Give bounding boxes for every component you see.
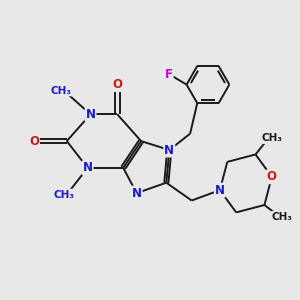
Text: F: F <box>165 68 173 81</box>
Text: O: O <box>29 135 39 148</box>
Text: N: N <box>164 143 174 157</box>
Text: N: N <box>132 187 142 200</box>
Text: CH₃: CH₃ <box>261 133 282 143</box>
Text: O: O <box>267 170 277 183</box>
Text: CH₃: CH₃ <box>272 212 293 222</box>
Text: O: O <box>112 78 122 91</box>
Text: N: N <box>85 108 96 121</box>
Text: N: N <box>215 184 225 196</box>
Text: CH₃: CH₃ <box>50 85 71 96</box>
Text: N: N <box>82 161 93 174</box>
Text: CH₃: CH₃ <box>53 190 74 200</box>
